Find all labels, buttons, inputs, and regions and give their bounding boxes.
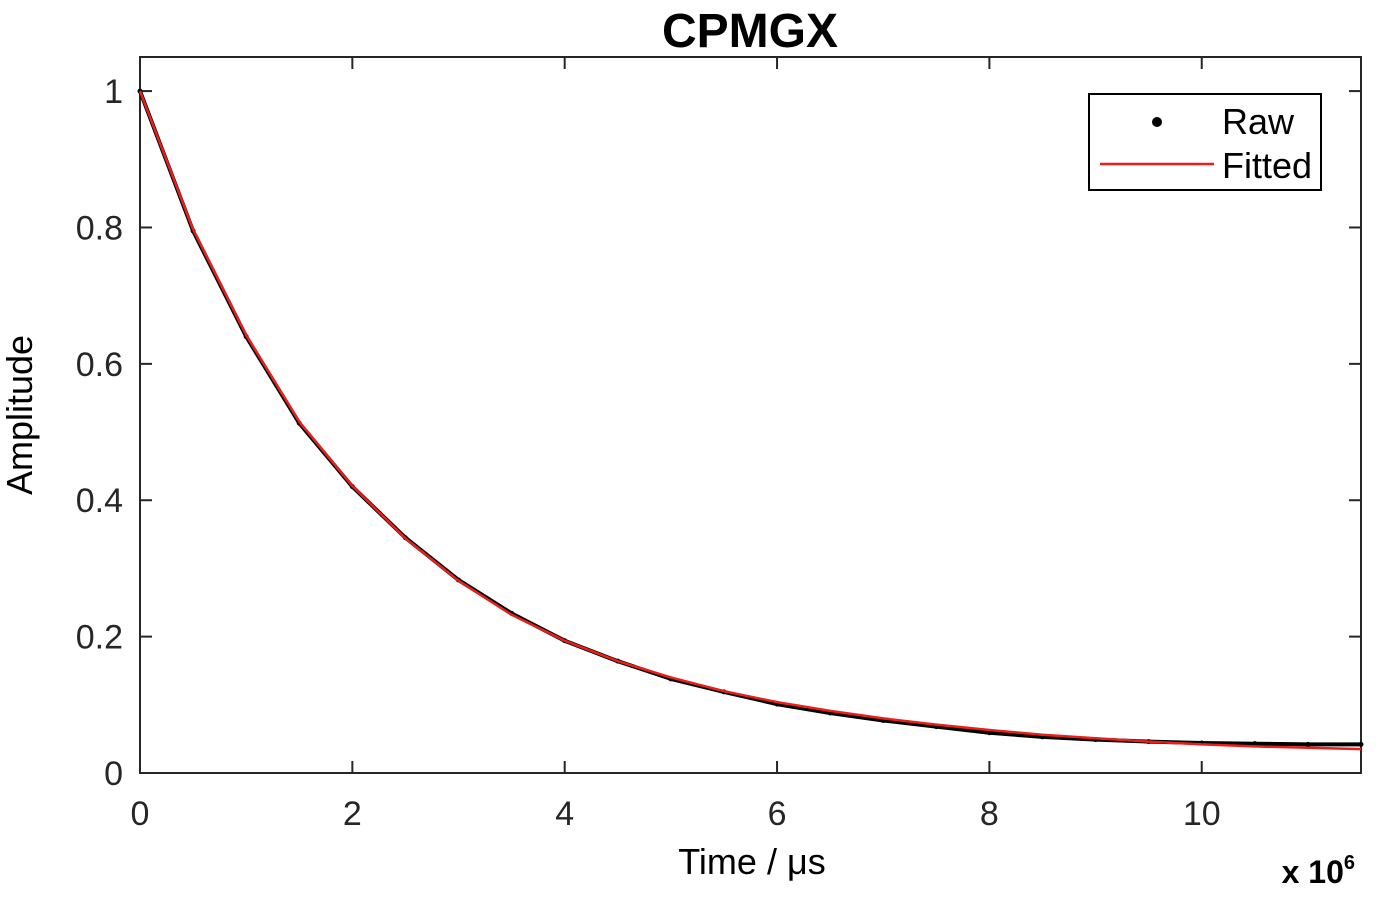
x-axis-multiplier: x 106	[1282, 852, 1355, 890]
y-tick-label: 0.6	[76, 346, 123, 384]
y-tick-label: 0	[104, 755, 123, 793]
fitted-series-line	[138, 90, 1362, 751]
legend: Raw Fitted	[1088, 93, 1322, 191]
legend-fitted-label: Fitted	[1222, 145, 1312, 186]
raw-data-point	[1358, 741, 1364, 747]
x-tick-label: 2	[343, 795, 362, 833]
y-tick-label: 0.2	[76, 619, 123, 657]
raw-data-point	[986, 730, 992, 736]
y-tick-label: 1	[104, 73, 123, 111]
x-tick-label: 10	[1183, 795, 1221, 833]
x-tick-label: 0	[131, 795, 150, 833]
x-axis-label: Time / μs	[678, 841, 825, 882]
raw-data-point	[1305, 741, 1311, 747]
legend-raw-marker	[1152, 117, 1162, 127]
raw-data-point	[1252, 741, 1258, 747]
y-axis-label: Amplitude	[0, 335, 40, 495]
x-tick-label: 6	[768, 795, 787, 833]
x-tick-label: 4	[555, 795, 574, 833]
y-axis: 0 0.2 0.4 0.6 0.8 1	[76, 73, 1361, 793]
y-tick-label: 0.8	[76, 209, 123, 247]
x-axis: 0 2 4 6 8 10	[131, 57, 1221, 833]
plot-series	[137, 88, 1364, 751]
legend-box	[1088, 93, 1322, 191]
x-tick-label: 8	[980, 795, 999, 833]
x-axis-multiplier-exponent: 6	[1344, 852, 1355, 874]
y-tick-label: 0.4	[76, 482, 123, 520]
legend-raw-label: Raw	[1222, 101, 1295, 142]
chart-title: CPMGX	[662, 5, 838, 58]
